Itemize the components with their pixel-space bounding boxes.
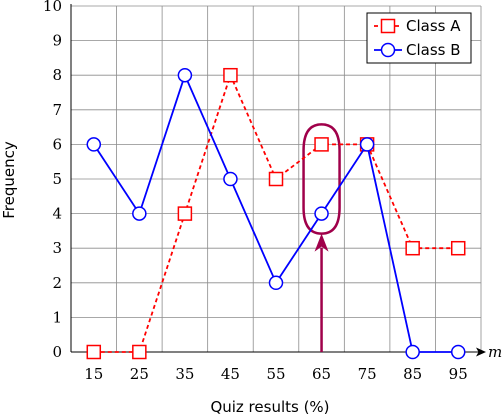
data-point: [223, 171, 238, 187]
x-tick-label: 45: [221, 365, 240, 383]
data-point: [132, 344, 147, 360]
y-tick-label: 1: [52, 308, 62, 326]
series: [86, 67, 466, 360]
legend: Class A Class B: [366, 12, 472, 64]
data-point: [314, 137, 329, 152]
series-class-b: [86, 67, 466, 360]
x-tick-label: 65: [312, 365, 331, 383]
data-point: [405, 344, 420, 360]
data-point: [450, 240, 466, 256]
x-tick-label: 85: [403, 365, 422, 383]
x-axis-label: Quiz results (%): [210, 398, 329, 416]
x-tick-label: 15: [84, 365, 103, 383]
y-tick-label: 2: [52, 274, 62, 292]
y-tick-label: 0: [52, 343, 62, 361]
legend-label: Class A: [406, 17, 461, 35]
series-class-a: [86, 67, 466, 360]
y-tick-label: 7: [52, 101, 62, 119]
x-tick-label: 35: [175, 365, 194, 383]
data-point: [86, 137, 102, 152]
y-tick-label: 9: [52, 32, 62, 50]
data-point: [268, 275, 284, 291]
data-point: [314, 206, 329, 221]
y-axis-label: Frequency: [0, 141, 18, 219]
y-tick-label: 6: [52, 135, 62, 153]
data-point: [86, 344, 102, 360]
x-tick-label: 25: [130, 365, 149, 383]
x-tick-label: 55: [266, 365, 285, 383]
annotation-arrowhead: [314, 233, 329, 252]
data-point: [405, 240, 420, 256]
y-tick-label: 8: [52, 66, 62, 84]
y-tick-label: 10: [43, 0, 62, 15]
data-point: [450, 344, 466, 360]
data-point: [132, 206, 147, 221]
data-point: [268, 171, 284, 187]
y-tick-label: 3: [52, 239, 62, 257]
legend-marker: [380, 18, 396, 34]
y-tick-label: 4: [52, 205, 62, 223]
x-tick-label: 95: [449, 365, 468, 383]
x-axis-symbol: m: [488, 343, 502, 361]
legend-marker: [380, 42, 396, 58]
data-point: [223, 67, 238, 83]
x-axis-arrowhead: [476, 347, 486, 357]
data-point: [177, 67, 193, 83]
x-tick-label: 75: [358, 365, 377, 383]
y-tick-label: 5: [52, 170, 62, 188]
annotation: [302, 123, 341, 352]
legend-label: Class B: [406, 41, 461, 59]
data-point: [177, 206, 193, 221]
data-point: [359, 137, 375, 152]
